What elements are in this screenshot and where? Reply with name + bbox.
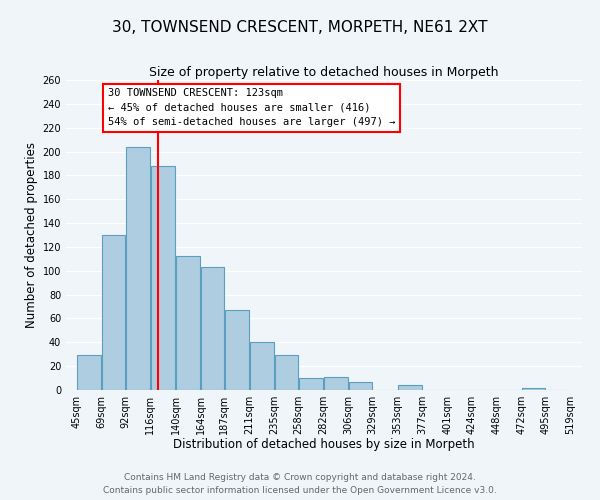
Bar xyxy=(225,310,249,390)
Bar xyxy=(250,342,274,390)
Bar xyxy=(349,382,372,390)
Y-axis label: Number of detached properties: Number of detached properties xyxy=(25,142,38,328)
Title: Size of property relative to detached houses in Morpeth: Size of property relative to detached ho… xyxy=(149,66,499,79)
Text: 30, TOWNSEND CRESCENT, MORPETH, NE61 2XT: 30, TOWNSEND CRESCENT, MORPETH, NE61 2XT xyxy=(112,20,488,35)
Bar xyxy=(176,256,200,390)
X-axis label: Distribution of detached houses by size in Morpeth: Distribution of detached houses by size … xyxy=(173,438,475,452)
Bar xyxy=(102,235,125,390)
Bar xyxy=(275,356,298,390)
Bar xyxy=(151,166,175,390)
Bar xyxy=(324,377,348,390)
Bar xyxy=(125,147,150,390)
Text: Contains HM Land Registry data © Crown copyright and database right 2024.
Contai: Contains HM Land Registry data © Crown c… xyxy=(103,474,497,495)
Bar xyxy=(398,385,422,390)
Bar xyxy=(77,356,101,390)
Bar xyxy=(299,378,323,390)
Bar xyxy=(201,267,224,390)
Bar xyxy=(522,388,545,390)
Text: 30 TOWNSEND CRESCENT: 123sqm
← 45% of detached houses are smaller (416)
54% of s: 30 TOWNSEND CRESCENT: 123sqm ← 45% of de… xyxy=(107,88,395,127)
